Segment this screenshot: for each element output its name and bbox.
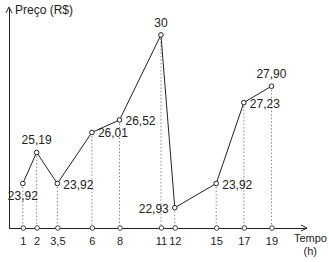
data-label: 23,92 bbox=[222, 178, 252, 192]
x-axis-title: Tempo(h) bbox=[294, 232, 327, 257]
x-tick: 3,5 bbox=[50, 226, 65, 247]
data-label: 23,92 bbox=[8, 189, 38, 203]
data-label: 22,93 bbox=[139, 202, 169, 216]
x-tick-circle bbox=[35, 226, 40, 231]
drop-line bbox=[216, 184, 217, 228]
data-label: 30 bbox=[154, 16, 168, 30]
x-axis-title-line: Tempo bbox=[294, 232, 327, 244]
chart: 123,568111215171923,9225,1923,9226,0126,… bbox=[0, 0, 329, 262]
x-tick: 6 bbox=[89, 226, 95, 247]
data-label: 23,92 bbox=[63, 178, 93, 192]
x-tick-label: 6 bbox=[89, 235, 95, 247]
drop-line bbox=[160, 35, 161, 228]
point bbox=[90, 130, 95, 135]
x-axis-line bbox=[10, 228, 307, 229]
x-tick: 17 bbox=[238, 226, 250, 247]
data-label: 26,52 bbox=[126, 114, 156, 128]
data-label: 25,19 bbox=[22, 133, 52, 147]
point bbox=[242, 100, 247, 105]
x-tick-label: 1 bbox=[20, 235, 26, 247]
x-tick-circle bbox=[90, 226, 95, 231]
x-tick: 2 bbox=[34, 226, 40, 247]
x-axis-title-line: (h) bbox=[304, 245, 317, 257]
point bbox=[55, 181, 60, 186]
point bbox=[172, 205, 177, 210]
point bbox=[159, 33, 164, 38]
drop-line bbox=[57, 184, 58, 228]
x-tick-label: 8 bbox=[117, 235, 123, 247]
point bbox=[34, 150, 39, 155]
x-tick-label: 15 bbox=[211, 235, 223, 247]
point bbox=[117, 118, 122, 123]
x-tick-circle bbox=[118, 226, 123, 231]
y-axis-title: Preço (R$) bbox=[15, 3, 73, 17]
x-tick-circle bbox=[270, 226, 275, 231]
x-tick-label: 17 bbox=[238, 235, 250, 247]
point bbox=[21, 181, 26, 186]
data-label: 27,90 bbox=[256, 67, 286, 81]
x-arrow bbox=[301, 225, 307, 231]
y-arrow bbox=[6, 7, 12, 13]
point bbox=[269, 84, 274, 89]
drop-line bbox=[174, 208, 175, 228]
x-tick-circle bbox=[214, 226, 219, 231]
x-tick: 19 bbox=[266, 226, 278, 247]
x-tick-circle bbox=[159, 226, 164, 231]
price-line bbox=[23, 35, 272, 208]
x-tick: 11 bbox=[156, 226, 167, 247]
x-tick-label: 2 bbox=[34, 235, 40, 247]
x-tick: 8 bbox=[117, 226, 123, 247]
x-tick: 12 bbox=[169, 226, 181, 247]
x-tick: 15 bbox=[211, 226, 223, 247]
x-axis: 123,5681112151719 bbox=[10, 226, 307, 247]
point bbox=[214, 181, 219, 186]
drop-line bbox=[243, 103, 244, 228]
x-tick-circle bbox=[173, 226, 178, 231]
plot-area bbox=[21, 33, 274, 228]
x-tick-label: 19 bbox=[266, 235, 278, 247]
x-tick-circle bbox=[56, 226, 61, 231]
x-tick-circle bbox=[242, 226, 247, 231]
data-label: 26,01 bbox=[98, 126, 128, 140]
x-tick: 1 bbox=[20, 226, 26, 247]
x-tick-label: 3,5 bbox=[50, 235, 65, 247]
x-tick-circle bbox=[21, 226, 26, 231]
data-label: 27,23 bbox=[250, 97, 280, 111]
x-tick-label: 12 bbox=[169, 235, 181, 247]
x-tick-label: 11 bbox=[156, 235, 167, 247]
